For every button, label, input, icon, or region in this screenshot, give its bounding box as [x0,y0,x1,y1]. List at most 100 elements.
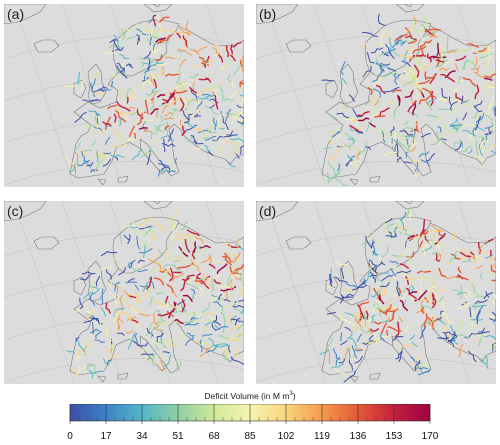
river-segment [384,131,395,141]
river-segment [163,117,174,120]
river-segment [333,176,349,186]
river-segment [117,66,130,76]
river-segment [123,138,139,147]
river-segment [456,318,464,328]
river-segment [387,299,394,304]
river-segment [161,105,170,114]
river-segment [417,59,422,72]
river-segment [438,67,450,71]
river-segment [215,275,222,278]
river-segment [409,334,416,340]
river-segment [395,282,403,297]
river-segment [415,121,420,133]
river-segment [75,356,83,360]
map-panel-d: (d) [256,201,496,384]
river-segment [329,114,339,120]
river-segment [190,259,200,272]
river-segment [381,51,390,57]
river-segment [166,283,174,293]
river-segment [478,245,483,253]
river-segment [369,261,374,275]
river-segment [448,96,452,105]
river-segment [229,313,233,326]
river-segment [414,54,418,62]
river-segment [452,334,459,345]
river-segment [431,292,435,305]
river-segment [447,333,452,341]
river-segment [137,259,145,264]
river-segment [216,344,231,348]
map-c-river-network [66,210,244,379]
river-segment [232,337,241,340]
river-segment [413,354,421,365]
river-segment [120,31,125,40]
river-segment [422,219,426,232]
river-segment [354,355,363,364]
river-segment [74,141,82,151]
river-segment [392,310,397,318]
river-segment [186,229,200,237]
river-segment [150,73,155,87]
river-segment [204,312,215,317]
river-segment [485,241,492,245]
river-segment [157,17,162,34]
river-segment [86,161,94,167]
river-segment [441,97,445,104]
river-segment [438,296,444,303]
river-segment [81,271,96,275]
river-segment [166,91,169,107]
river-segment [150,108,159,115]
river-segment [382,219,388,233]
river-segment [404,240,407,248]
river-segment [391,265,398,269]
river-segment [478,137,482,155]
river-segment [404,46,416,51]
river-segment [344,293,354,299]
river-segment [449,325,456,336]
river-segment [385,44,395,59]
river-segment [201,58,209,67]
river-segment [368,335,374,341]
river-segment [190,48,200,55]
river-segment [411,29,425,33]
river-segment [182,294,193,302]
river-segment [403,248,410,258]
island-outline [404,201,413,205]
river-segment [169,218,175,231]
parallel [256,160,496,186]
river-segment [135,80,143,87]
river-segment [405,273,413,278]
great-britain-outline [87,63,107,105]
river-segment [493,263,496,269]
river-segment [373,101,382,111]
river-segment [193,64,201,68]
river-segment [427,97,437,104]
river-segment [152,341,159,346]
river-segment [85,313,93,317]
river-segment [448,339,455,347]
river-segment [375,127,387,133]
river-segment [398,254,405,259]
river-segment [392,335,404,342]
river-segment [352,108,363,118]
river-segment [218,82,224,88]
river-segment [478,136,488,139]
river-segment [455,55,467,61]
river-segment [123,111,134,114]
river-segment [241,66,244,72]
river-segment [425,153,436,162]
river-segment [344,327,351,332]
river-segment [146,150,151,165]
river-segment [95,330,102,339]
river-segment [379,107,390,118]
river-segment [162,338,176,346]
river-segment [393,73,398,85]
greenland-outline [256,201,299,222]
river-segment [329,156,337,162]
river-segment [91,139,97,146]
river-segment [337,128,344,135]
river-segment [184,319,195,324]
river-segment [181,125,186,136]
river-segment [155,268,171,273]
river-segment [94,67,100,79]
